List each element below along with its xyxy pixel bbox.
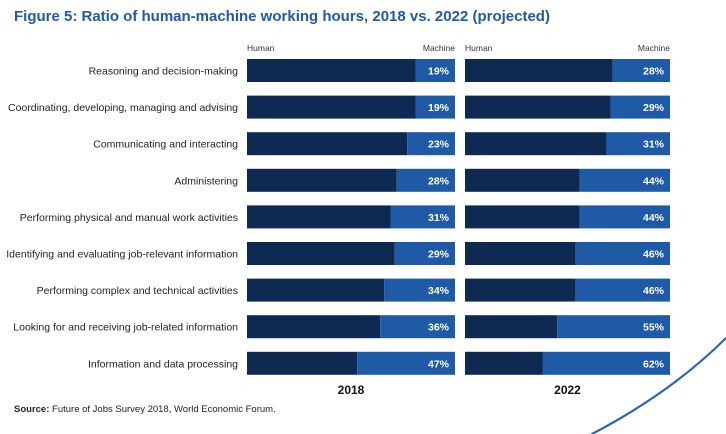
category-label: Performing complex and technical activit…	[37, 285, 238, 297]
human-bar	[247, 278, 385, 302]
human-bar	[465, 351, 543, 375]
human-bar	[247, 168, 397, 192]
machine-bar	[394, 242, 455, 265]
human-bar	[247, 59, 416, 82]
category-label: Coordinating, developing, managing and a…	[8, 102, 238, 114]
machine-value-label: 31%	[643, 139, 665, 151]
machine-bar	[407, 132, 455, 156]
category-label: Information and data processing	[88, 358, 238, 370]
machine-value-label: 29%	[428, 249, 450, 261]
source-text: Future of Jobs Survey 2018, World Econom…	[52, 404, 276, 415]
year-label: 2022	[554, 383, 581, 397]
human-bar	[247, 351, 358, 375]
machine-bar	[575, 278, 670, 302]
chart-title: Figure 5: Ratio of human-machine working…	[14, 8, 550, 25]
header-human-label: Human	[465, 43, 493, 53]
machine-value-label: 55%	[643, 322, 665, 334]
machine-bar	[396, 168, 455, 192]
human-bar	[465, 59, 613, 82]
machine-bar	[575, 242, 670, 265]
machine-bar	[606, 132, 670, 156]
category-label: Performing physical and manual work acti…	[20, 212, 238, 224]
machine-value-label: 29%	[643, 102, 665, 114]
year-label: 2018	[338, 383, 365, 397]
human-bar	[465, 168, 580, 192]
machine-value-label: 28%	[643, 66, 665, 78]
machine-bar	[384, 278, 455, 302]
source-note: Source: Future of Jobs Survey 2018, Worl…	[14, 404, 276, 415]
source-label: Source:	[14, 404, 50, 415]
machine-bar	[579, 205, 670, 229]
machine-bar	[557, 315, 670, 339]
category-label: Reasoning and decision-making	[89, 66, 239, 78]
category-label: Administering	[174, 175, 238, 187]
machine-value-label: 46%	[643, 285, 665, 297]
human-bar	[465, 278, 576, 302]
human-bar	[465, 242, 576, 265]
human-bar	[465, 315, 558, 339]
machine-bar	[579, 168, 670, 192]
machine-bar	[415, 59, 455, 82]
machine-bar	[610, 95, 670, 119]
machine-value-label: 19%	[428, 66, 450, 78]
machine-value-label: 47%	[428, 358, 450, 370]
human-bar	[247, 132, 408, 156]
machine-value-label: 19%	[428, 102, 450, 114]
machine-bar	[357, 351, 455, 375]
machine-bar	[415, 95, 455, 119]
machine-value-label: 34%	[428, 285, 450, 297]
category-label: Identifying and evaluating job-relevant …	[6, 249, 238, 261]
human-bar	[465, 205, 580, 229]
header-machine-label: Machine	[638, 43, 670, 53]
machine-bar	[380, 315, 455, 339]
human-bar	[465, 95, 611, 119]
human-bar	[247, 95, 416, 119]
header-human-label: Human	[247, 43, 275, 53]
machine-value-label: 36%	[428, 322, 450, 334]
human-bar	[465, 132, 607, 156]
machine-value-label: 44%	[643, 212, 665, 224]
machine-value-label: 46%	[643, 249, 665, 261]
category-label: Looking for and receiving job-related in…	[13, 322, 238, 334]
machine-value-label: 28%	[428, 175, 450, 187]
machine-value-label: 44%	[643, 175, 665, 187]
human-bar	[247, 315, 381, 339]
machine-value-label: 23%	[428, 139, 450, 151]
machine-bar	[390, 205, 455, 229]
machine-bar	[612, 59, 670, 82]
human-bar	[247, 242, 395, 265]
human-bar	[247, 205, 391, 229]
machine-value-label: 31%	[428, 212, 450, 224]
machine-value-label: 62%	[643, 358, 665, 370]
category-label: Communicating and interacting	[93, 139, 238, 151]
header-machine-label: Machine	[423, 43, 455, 53]
